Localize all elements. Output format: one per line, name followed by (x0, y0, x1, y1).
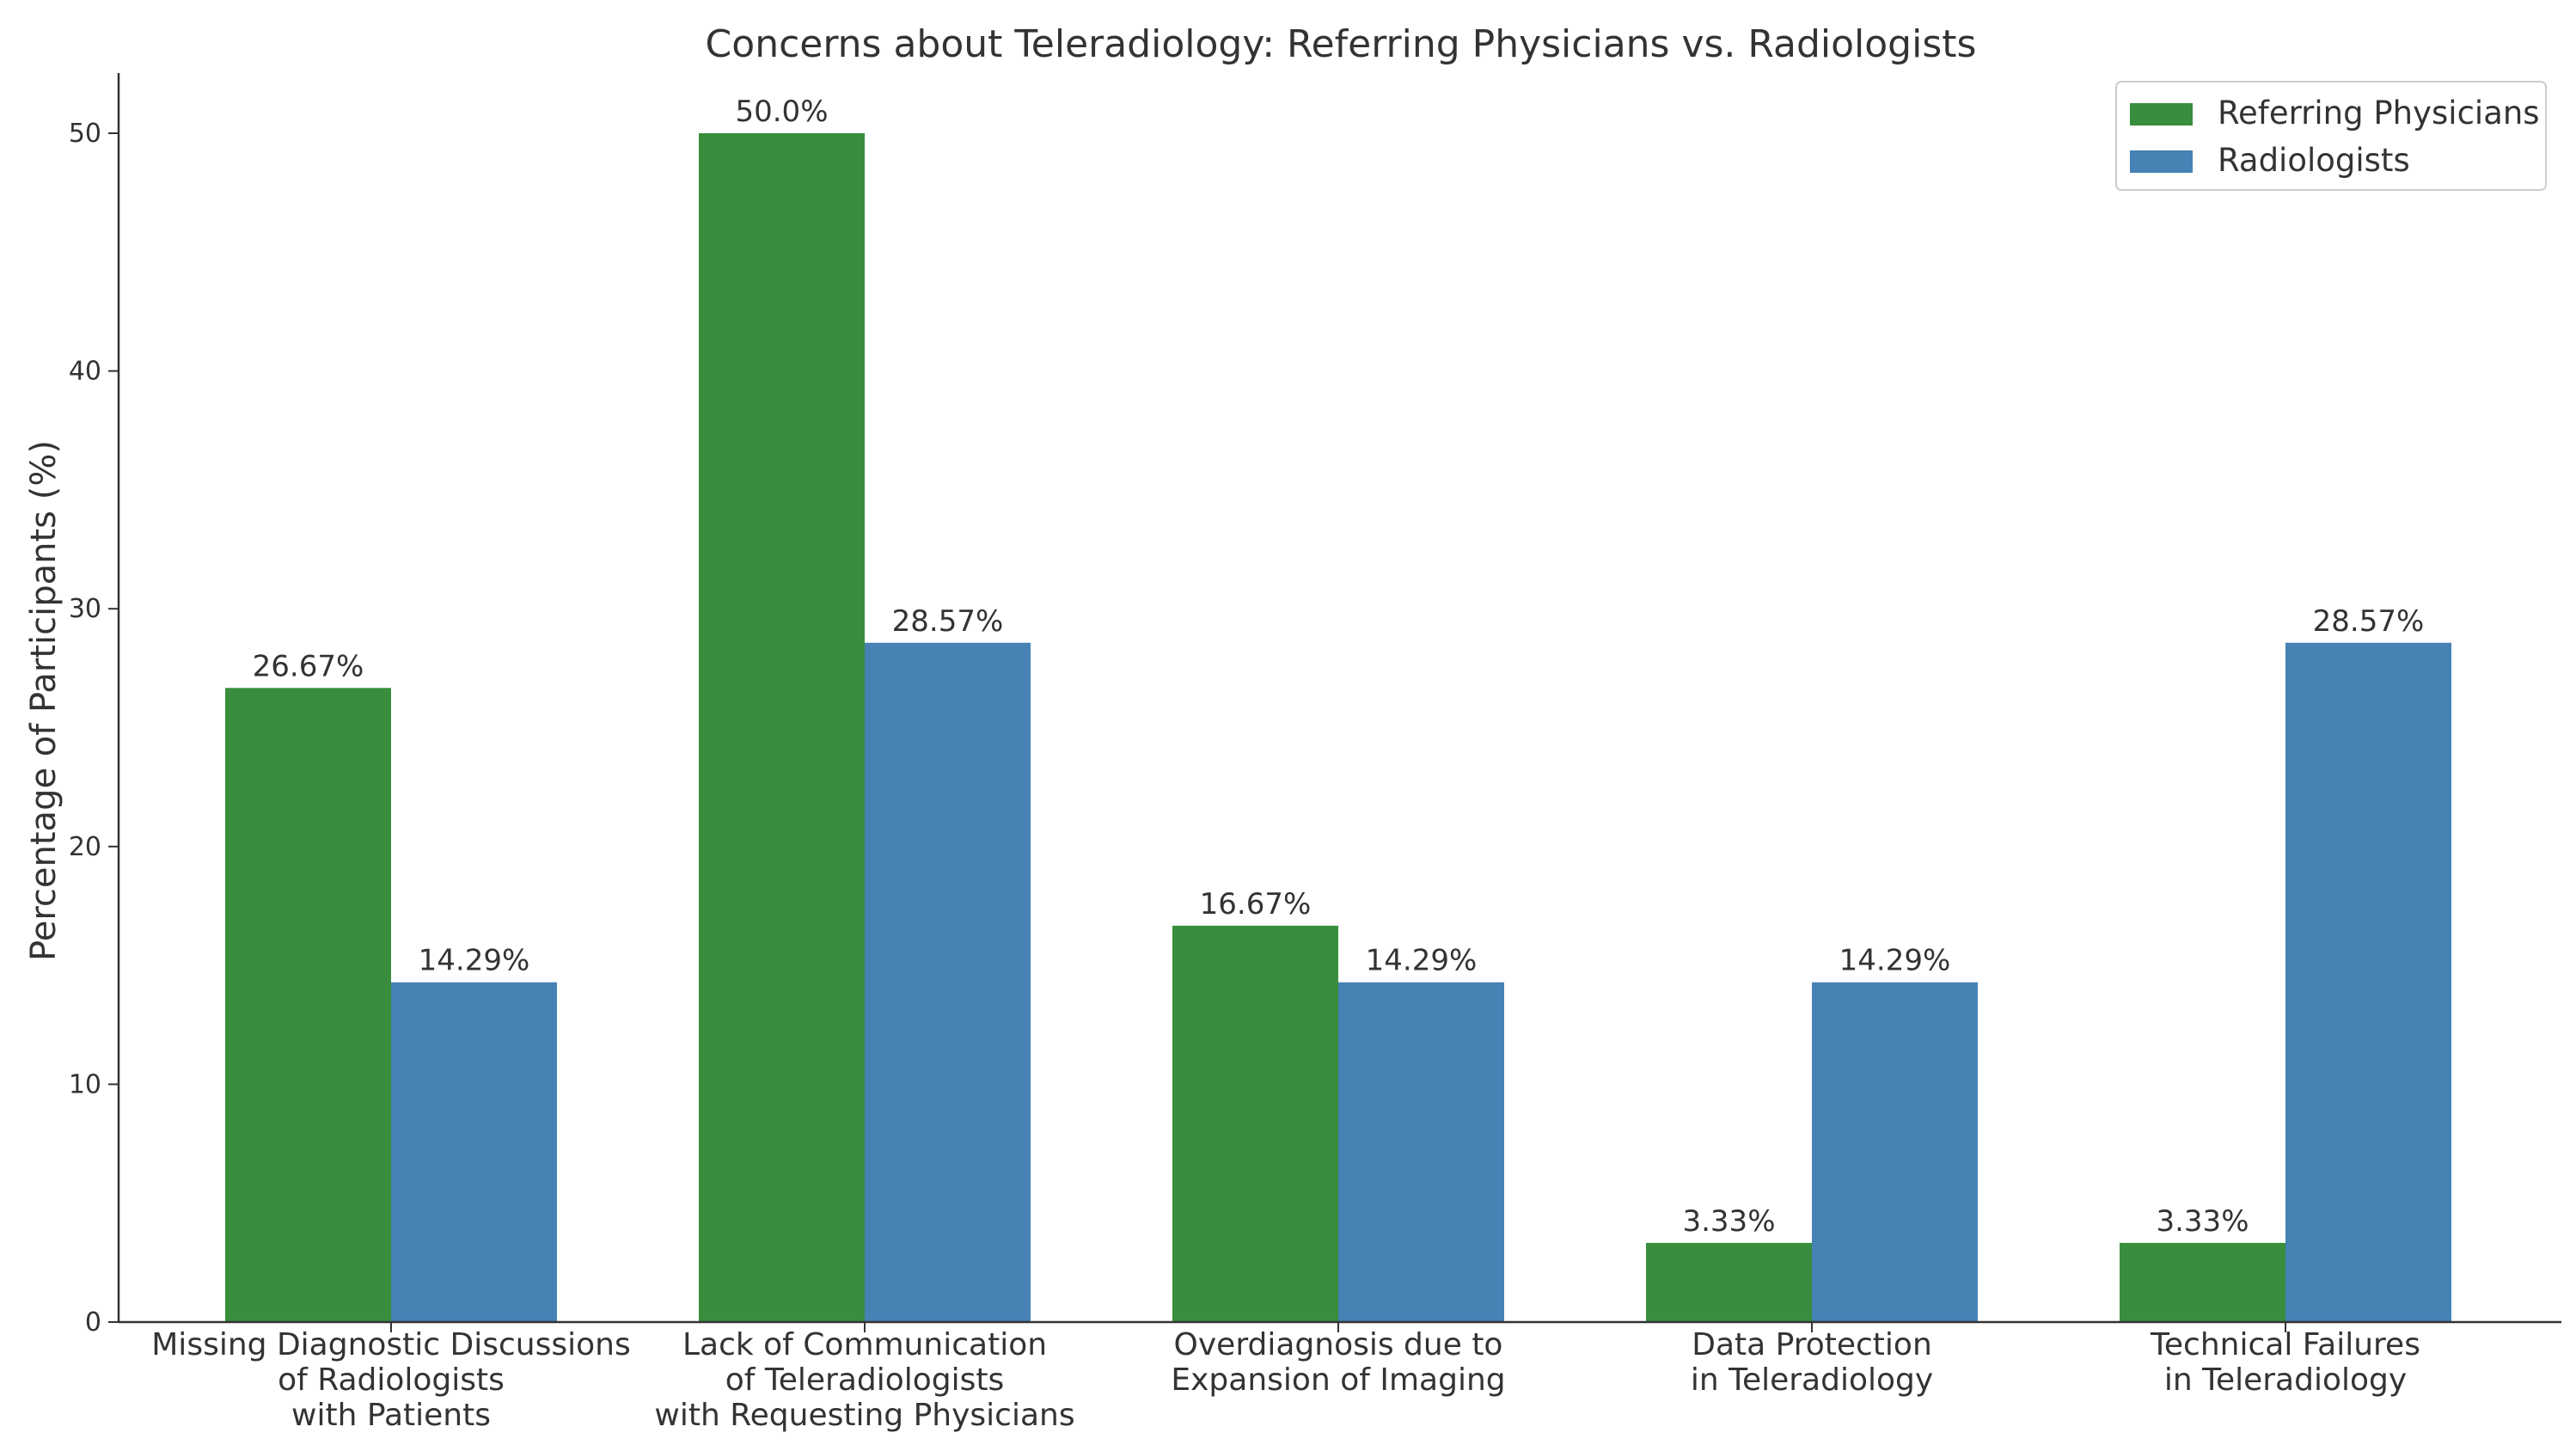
bar-radiologists-4 (2285, 642, 2451, 1322)
y-tick-label: 50 (69, 119, 101, 149)
legend: Referring Physicians Radiologists (2115, 81, 2547, 191)
bar-referring-physicians-1 (699, 133, 865, 1322)
data-label: 3.33% (2156, 1204, 2249, 1239)
bars-layer (225, 133, 2451, 1322)
bar-referring-physicians-2 (1172, 925, 1338, 1322)
x-tick-label: Expansion of Imaging (1171, 1362, 1505, 1398)
data-label: 50.0% (735, 95, 828, 129)
x-tick-label: in Teleradiology (1691, 1362, 1933, 1398)
data-label: 28.57% (2313, 604, 2425, 639)
y-tick-label: 10 (69, 1069, 101, 1099)
bar-radiologists-2 (1338, 982, 1504, 1322)
chart-title: Concerns about Teleradiology: Referring … (706, 22, 1977, 66)
bar-radiologists-3 (1812, 982, 1978, 1322)
x-tick-label: Missing Diagnostic Discussions (151, 1327, 630, 1362)
legend-swatch-referring-physicians (2130, 103, 2193, 126)
labels-layer: 26.67% 50.0% 16.67% 3.33% 3.33% 14.29% 28.57% 1… (253, 95, 2425, 1239)
data-label: 14.29% (1839, 944, 1951, 978)
axes-layer: 0 10 20 30 40 50 Missing Diagnostic Discussion… (69, 73, 2561, 1433)
x-tick-label: in Teleradiology (2164, 1362, 2407, 1398)
x-tick-label: Lack of Communication (682, 1327, 1047, 1362)
legend-label: Referring Physicians (2218, 95, 2540, 132)
data-label: 14.29% (419, 944, 530, 978)
x-tick-label: of Radiologists (278, 1362, 505, 1398)
y-axis-label: Percentage of Participants (%) (24, 440, 64, 961)
legend-label: Radiologists (2218, 142, 2410, 179)
data-label: 16.67% (1200, 887, 1312, 921)
y-tick-label: 40 (69, 357, 101, 387)
x-tick-label: Overdiagnosis due to (1174, 1327, 1503, 1362)
y-tick-label: 30 (69, 594, 101, 624)
y-tick-label: 0 (85, 1307, 101, 1338)
data-label: 3.33% (1682, 1204, 1775, 1239)
data-label: 28.57% (892, 604, 1004, 639)
data-label: 26.67% (253, 649, 364, 683)
bar-radiologists-1 (865, 642, 1031, 1322)
y-tick-label: 20 (69, 832, 101, 862)
bar-referring-physicians-4 (2120, 1242, 2285, 1322)
x-tick-label: with Patients (291, 1398, 491, 1433)
x-tick-label: of Teleradiologists (725, 1362, 1005, 1398)
bar-referring-physicians-3 (1646, 1242, 1812, 1322)
data-label: 14.29% (1366, 944, 1478, 978)
legend-box (2115, 81, 2547, 191)
x-tick-label: Technical Failures (2150, 1327, 2420, 1362)
legend-swatch-radiologists (2130, 150, 2193, 173)
bar-radiologists-0 (391, 982, 557, 1322)
bar-referring-physicians-0 (225, 688, 391, 1322)
x-tick-label: Data Protection (1692, 1327, 1932, 1362)
x-tick-label: with Requesting Physicians (654, 1398, 1074, 1433)
